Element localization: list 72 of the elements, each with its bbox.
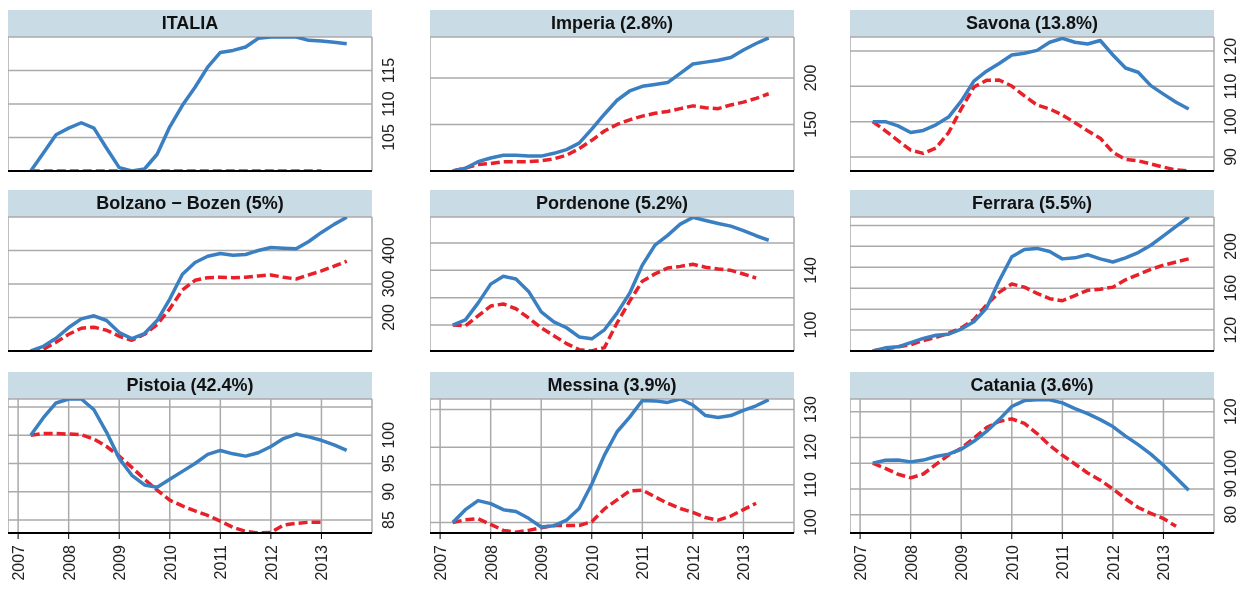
x-tick-label: 2012 [1104, 544, 1122, 581]
y-tick-label: 100 [380, 421, 397, 449]
x-tick-label: 2010 [161, 544, 179, 581]
x-tick-label: 2008 [60, 544, 78, 581]
x-tick-label: 2010 [583, 544, 601, 581]
line-series [451, 262, 758, 351]
y-tick-label: 100 [1222, 108, 1239, 135]
y-tick-label: 400 [380, 237, 397, 264]
y-tick-label: 90 [1222, 479, 1239, 498]
x-tick-label: 2007 [10, 544, 28, 581]
y-tick-label: 150 [802, 111, 819, 138]
y-tick-label: 110 [1222, 73, 1239, 100]
line-series [451, 37, 771, 171]
chart-title: Pordenone (5.2%) [430, 190, 794, 217]
y-tick-label: 95 [380, 454, 397, 473]
x-tick-label: 2009 [533, 544, 551, 581]
line-series [29, 217, 349, 351]
chart-title: Catania (3.6%) [850, 372, 1214, 399]
y-tick-label: 80 [1222, 505, 1239, 524]
y-tick-label: 90 [1222, 147, 1239, 166]
y-tick-label: 130 [802, 396, 819, 423]
y-tick-label: 140 [802, 256, 819, 284]
line-series [871, 217, 1191, 351]
y-tick-label: 100 [1222, 449, 1239, 477]
x-tick-label: 2011 [634, 544, 652, 580]
x-tick-label: 2012 [262, 544, 280, 581]
y-tick-label: 110 [380, 91, 397, 117]
chart-title: Bolzano − Bozen (5%) [8, 190, 372, 217]
chart-title: Imperia (2.8%) [430, 10, 794, 37]
x-tick-label: 2013 [313, 544, 331, 581]
y-tick-label: 200 [1222, 232, 1239, 260]
x-tick-label: 2013 [1155, 544, 1173, 581]
line-series [451, 217, 771, 341]
line-series [451, 488, 758, 533]
y-tick-label: 120 [1222, 398, 1239, 425]
line-series [871, 417, 1178, 529]
y-tick-label: 120 [1222, 316, 1239, 344]
y-tick-label: 90 [380, 482, 397, 501]
chart-title: Savona (13.8%) [850, 10, 1214, 37]
y-tick-label: 120 [1222, 37, 1239, 65]
y-tick-label: 120 [802, 433, 819, 461]
chart-title: Messina (3.9%) [430, 372, 794, 399]
x-tick-label: 2013 [735, 544, 753, 581]
line-series [451, 399, 771, 529]
x-tick-label: 2010 [1003, 544, 1021, 581]
x-tick-label: 2008 [902, 544, 920, 581]
y-tick-label: 105 [380, 124, 397, 151]
x-tick-label: 2007 [852, 544, 870, 581]
line-series [29, 431, 324, 533]
line-series [871, 37, 1191, 135]
chart-title: ITALIA [8, 10, 372, 37]
line-series [29, 37, 349, 171]
x-tick-label: 2007 [432, 544, 450, 581]
x-tick-label: 2012 [684, 544, 702, 581]
y-tick-label: 160 [1222, 274, 1239, 302]
y-tick-label: 200 [802, 64, 819, 92]
y-tick-label: 300 [380, 270, 397, 298]
x-tick-label: 2009 [111, 544, 129, 581]
line-series [29, 399, 349, 489]
y-tick-label: 85 [380, 511, 397, 529]
y-tick-label: 115 [380, 57, 397, 84]
y-tick-label: 100 [802, 311, 819, 339]
chart-title: Ferrara (5.5%) [850, 190, 1214, 217]
line-series [871, 399, 1191, 492]
x-tick-label: 2009 [953, 544, 971, 581]
x-tick-label: 2011 [1054, 544, 1072, 580]
chart-title: Pistoia (42.4%) [8, 372, 372, 399]
y-tick-label: 200 [380, 304, 397, 331]
y-tick-label: 110 [802, 471, 819, 498]
y-tick-label: 100 [802, 509, 819, 536]
x-tick-label: 2008 [482, 544, 500, 581]
x-tick-label: 2011 [212, 544, 230, 580]
